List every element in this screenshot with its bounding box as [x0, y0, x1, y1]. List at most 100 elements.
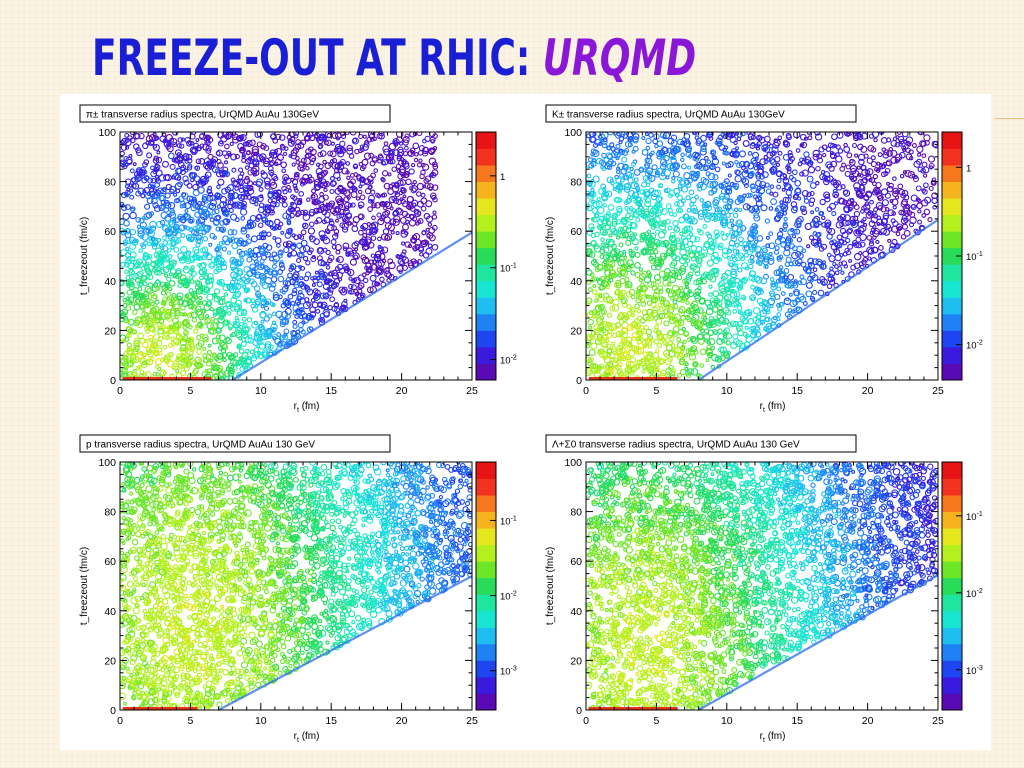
density-mark [632, 133, 640, 140]
density-mark [839, 253, 844, 258]
density-mark [278, 134, 286, 141]
density-mark [169, 163, 176, 170]
density-mark [635, 364, 641, 370]
density-mark [222, 283, 230, 292]
density-mark [315, 308, 321, 314]
density-mark [681, 163, 687, 170]
density-mark [884, 207, 890, 212]
density-mark [676, 199, 685, 208]
density-mark [302, 223, 307, 228]
density-mark [374, 250, 382, 258]
density-mark [742, 140, 750, 147]
density-mark [333, 207, 340, 213]
density-mark [167, 219, 174, 226]
chart-title: π± transverse radius spectra, UrQMD AuAu… [86, 110, 319, 121]
density-mark [638, 267, 644, 272]
density-mark [283, 146, 289, 151]
density-mark [759, 319, 764, 325]
density-mark [622, 149, 629, 156]
density-mark [653, 274, 661, 282]
density-mark [232, 291, 241, 300]
density-mark [686, 225, 693, 233]
density-mark [165, 183, 172, 191]
density-mark [375, 281, 381, 287]
density-mark [592, 149, 598, 155]
density-mark [625, 265, 632, 272]
density-mark [655, 348, 660, 353]
density-mark [708, 351, 714, 357]
density-mark [202, 251, 209, 258]
density-mark [807, 257, 815, 265]
density-mark [721, 320, 727, 325]
density-mark [127, 328, 134, 334]
density-mark [799, 274, 805, 280]
density-mark [653, 327, 660, 334]
density-mark [704, 338, 709, 343]
density-mark [152, 293, 158, 300]
chart-title-box [545, 104, 857, 123]
density-mark [784, 283, 790, 289]
density-mark [242, 141, 249, 147]
density-mark [667, 356, 673, 362]
density-mark [351, 278, 356, 284]
density-mark [264, 219, 271, 226]
density-mark [146, 358, 154, 366]
density-mark [152, 188, 158, 193]
density-mark [683, 229, 688, 234]
density-mark [850, 264, 857, 271]
density-mark [800, 278, 807, 286]
density-mark [829, 279, 836, 286]
density-mark [668, 303, 676, 310]
density-mark [788, 174, 794, 180]
density-mark [175, 167, 182, 175]
decorative-line [994, 118, 1024, 119]
density-mark [679, 180, 687, 187]
density-mark [293, 186, 298, 191]
density-mark [371, 226, 379, 234]
density-mark [678, 306, 686, 314]
density-mark [410, 199, 419, 207]
density-mark [142, 142, 149, 150]
density-mark [199, 363, 204, 368]
density-mark [270, 200, 277, 208]
density-mark [359, 166, 366, 172]
density-mark [416, 182, 425, 191]
density-mark [411, 234, 418, 240]
density-mark [317, 247, 323, 253]
density-mark [699, 363, 704, 368]
density-mark [597, 350, 602, 355]
density-mark [635, 185, 641, 192]
density-mark [148, 337, 154, 343]
density-mark [208, 163, 215, 170]
density-mark [226, 218, 231, 224]
density-mark [857, 143, 864, 151]
density-mark [280, 230, 285, 235]
colorbar-segment [476, 371, 496, 381]
density-mark [602, 137, 608, 143]
density-mark [193, 328, 199, 334]
density-mark [602, 202, 607, 208]
density-mark [833, 201, 839, 206]
density-mark [316, 281, 323, 288]
density-mark [196, 310, 205, 319]
density-mark [172, 226, 180, 233]
density-mark [422, 239, 429, 246]
density-mark [425, 247, 433, 255]
density-mark [201, 285, 207, 291]
density-mark [424, 135, 431, 143]
density-mark [646, 351, 651, 356]
density-mark [216, 259, 222, 266]
density-mark [422, 150, 429, 157]
density-mark [750, 186, 757, 194]
density-mark [298, 191, 305, 197]
density-mark [736, 136, 742, 142]
density-mark [377, 236, 382, 242]
colorbar-label: 1 [500, 172, 505, 183]
density-mark [189, 218, 194, 223]
colorbar-segment [476, 313, 496, 323]
density-mark [196, 322, 202, 327]
density-mark [592, 243, 600, 250]
density-mark [886, 185, 894, 193]
density-mark [880, 188, 889, 196]
density-mark [317, 259, 325, 267]
